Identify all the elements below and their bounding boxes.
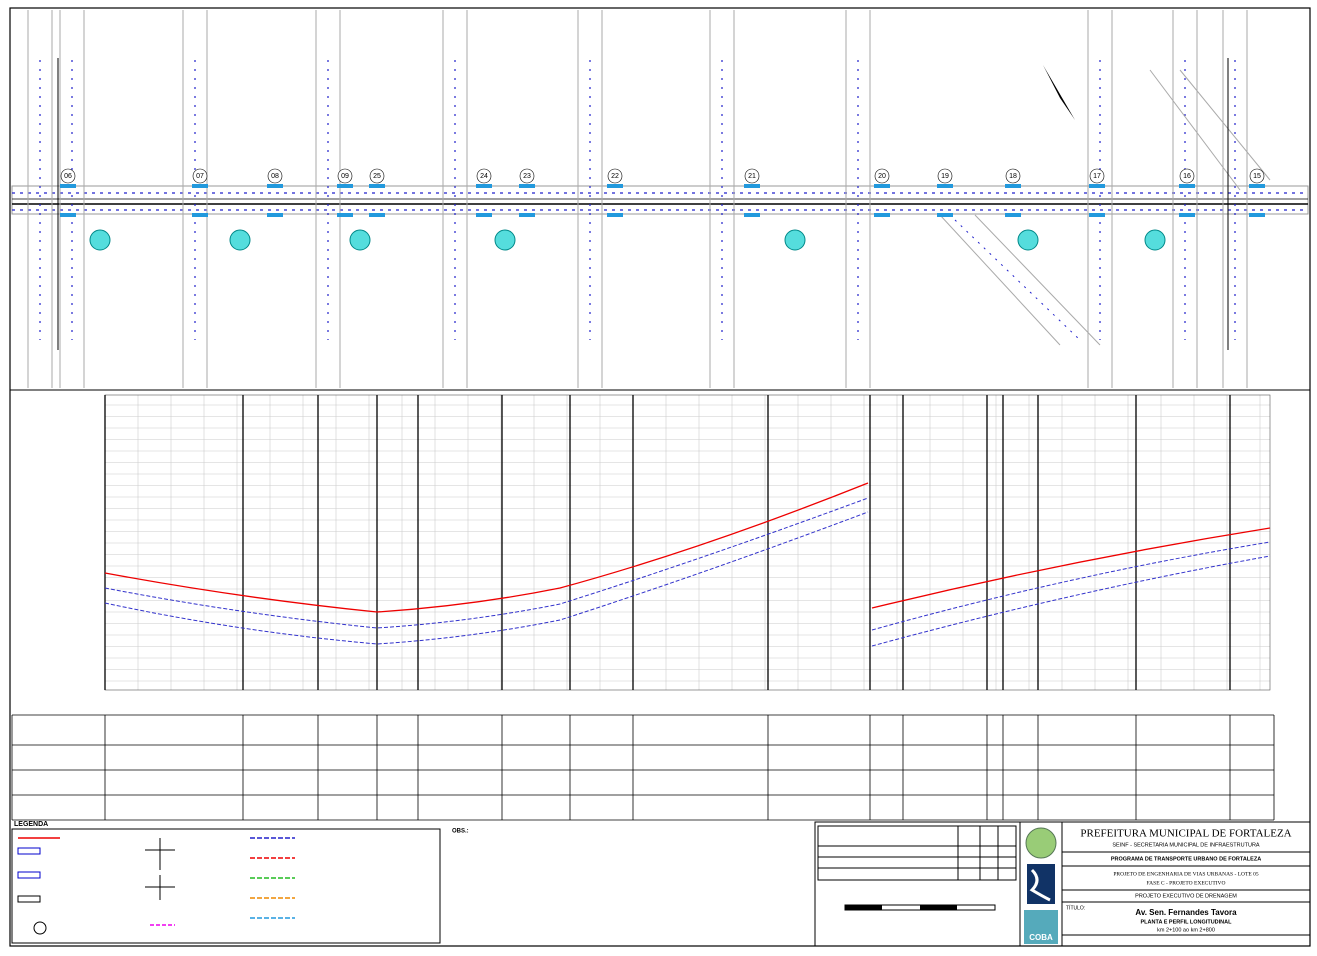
inlet — [192, 213, 208, 217]
inlet — [1249, 213, 1265, 217]
inlet — [874, 213, 890, 217]
inlet — [519, 184, 535, 188]
org-name: PREFEITURA MUNICIPAL DE FORTALEZA — [1080, 828, 1291, 840]
legend-title: LEGENDA — [14, 821, 48, 828]
inlet — [1089, 213, 1105, 217]
inlet — [267, 184, 283, 188]
inlet — [1249, 184, 1265, 188]
program-name: PROGRAMA DE TRANSPORTE URBANO DE FORTALE… — [1111, 856, 1261, 862]
inlet — [369, 213, 385, 217]
basin-marker — [1018, 230, 1038, 250]
inlet — [519, 213, 535, 217]
inlet — [192, 184, 208, 188]
basin-marker — [350, 230, 370, 250]
inlet — [60, 184, 76, 188]
basin-marker — [495, 230, 515, 250]
inlet — [337, 184, 353, 188]
node-label: 07 — [196, 173, 204, 180]
node-label: 08 — [271, 173, 279, 180]
inlet — [1005, 184, 1021, 188]
inlet — [607, 184, 623, 188]
node-label: 22 — [611, 173, 619, 180]
basin-marker — [90, 230, 110, 250]
title-label: TÍTULO: — [1066, 904, 1085, 911]
inlet — [369, 184, 385, 188]
dept-name: SEINF - SECRETARIA MUNICIPAL DE INFRAEST… — [1112, 842, 1260, 848]
inlet — [937, 213, 953, 217]
notes-title: OBS.: — [452, 829, 469, 835]
node-label: 06 — [64, 173, 72, 180]
inlet — [476, 184, 492, 188]
basin-marker — [1145, 230, 1165, 250]
discipline: PROJETO EXECUTIVO DE DRENAGEM — [1135, 893, 1237, 899]
sheet-border — [10, 8, 1310, 946]
km-range: km 2+100 ao km 2+800 — [1157, 927, 1215, 933]
inlet — [476, 213, 492, 217]
node-label: 24 — [480, 173, 488, 180]
inlet — [1089, 184, 1105, 188]
street-name: Av. Sen. Fernandes Tavora — [1135, 908, 1237, 917]
inlet — [607, 213, 623, 217]
inlet — [744, 213, 760, 217]
phase-name: FASE C - PROJETO EXECUTIVO — [1147, 880, 1226, 886]
node-label: 09 — [341, 173, 349, 180]
inlet — [1005, 213, 1021, 217]
inlet — [337, 213, 353, 217]
basin-marker — [230, 230, 250, 250]
inlet — [744, 184, 760, 188]
inlet — [874, 184, 890, 188]
notes: OBS.: — [452, 829, 469, 835]
node-label: 25 — [373, 173, 381, 180]
node-label: 16 — [1183, 173, 1191, 180]
inlet — [1179, 184, 1195, 188]
sheet-name: PLANTA E PERFIL LONGITUDINAL — [1141, 919, 1233, 925]
basin-marker — [785, 230, 805, 250]
node-label: 17 — [1093, 173, 1101, 180]
node-label: 20 — [878, 173, 886, 180]
node-label: 18 — [1009, 173, 1017, 180]
inlet — [937, 184, 953, 188]
node-label: 19 — [941, 173, 949, 180]
node-label: 23 — [523, 173, 531, 180]
project-name: PROJETO DE ENGENHARIA DE VIAS URBANAS - … — [1113, 871, 1258, 877]
logo-text: COBA — [1029, 933, 1053, 942]
inlet — [267, 213, 283, 217]
inlet — [1179, 213, 1195, 217]
node-label: 21 — [748, 173, 756, 180]
node-label: 15 — [1253, 173, 1261, 180]
drawing-sheet: 06 07 08 09 25 24 23 22 21 20 19 18 17 16 15 LEGENDA O… — [0, 0, 1317, 951]
inlet — [60, 213, 76, 217]
